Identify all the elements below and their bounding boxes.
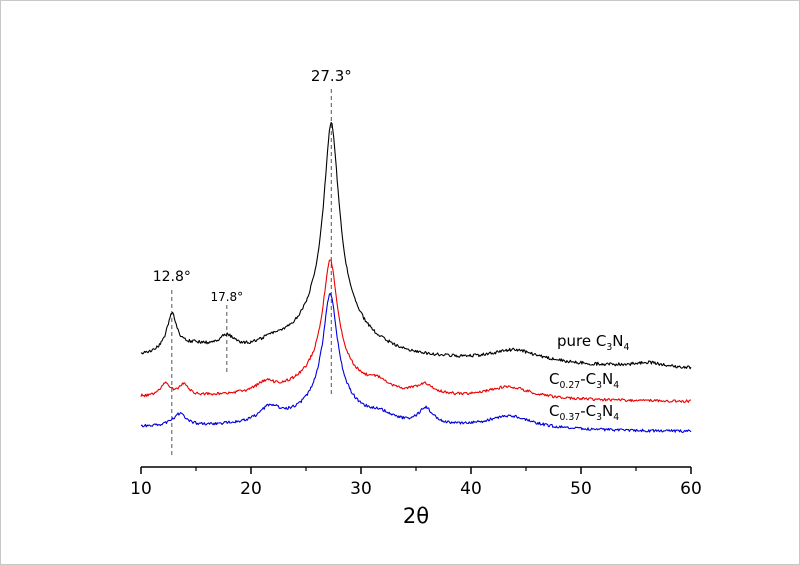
x-tick-label: 50 — [570, 479, 592, 499]
series-curve-c027-c3n4 — [140, 259, 692, 404]
x-tick-label: 30 — [350, 479, 372, 499]
x-axis-title: 2θ — [402, 504, 430, 528]
x-tick-label: 10 — [130, 479, 152, 499]
x-tick-label: 20 — [240, 479, 262, 499]
x-tick-label: 60 — [680, 479, 702, 499]
series-curve-pure-c3n4 — [140, 121, 692, 370]
series-curve-c037-c3n4 — [140, 292, 692, 433]
x-tick-label: 40 — [460, 479, 482, 499]
